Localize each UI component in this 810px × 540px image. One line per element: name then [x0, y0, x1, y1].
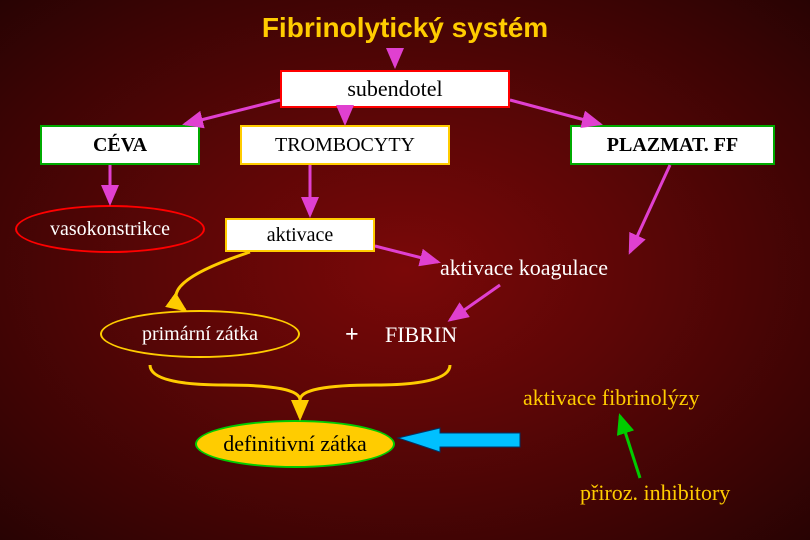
arrow-plazmat-akoag	[630, 165, 670, 252]
ellipse-primarni-zatka-label: primární zátka	[142, 323, 258, 346]
label-priroz-inhibitory: přiroz. inhibitory	[580, 480, 730, 506]
ellipse-definitivni-zatka-label: definitivní zátka	[223, 431, 367, 457]
ellipse-vasokonstrikce: vasokonstrikce	[15, 205, 205, 253]
arrow-akoag-fibrin	[450, 285, 500, 320]
box-aktivace: aktivace	[225, 218, 375, 252]
box-subendotel-label: subendotel	[347, 76, 442, 102]
ellipse-vasokonstrikce-label: vasokonstrikce	[50, 218, 170, 241]
ellipse-primarni-zatka: primární zátka	[100, 310, 300, 358]
arrow-afibro-definitivni	[398, 428, 520, 452]
label-plus: +	[345, 322, 359, 349]
arrow-priroz-afibro	[620, 416, 640, 478]
arrow-subendotel-plazmat	[510, 100, 600, 124]
box-trombocyty: TROMBOCYTY	[240, 125, 450, 165]
box-plazmat-label: PLAZMAT. FF	[607, 134, 738, 157]
box-subendotel: subendotel	[280, 70, 510, 108]
box-plazmat: PLAZMAT. FF	[570, 125, 775, 165]
label-aktivace-fibrinolyzy: aktivace fibrinolýzy	[523, 385, 700, 411]
box-aktivace-label: aktivace	[267, 224, 334, 247]
box-ceva: CÉVA	[40, 125, 200, 165]
box-trombocyty-label: TROMBOCYTY	[275, 134, 415, 157]
brace	[150, 365, 450, 400]
label-aktivace-koagulace: aktivace koagulace	[440, 255, 608, 281]
box-ceva-label: CÉVA	[93, 134, 147, 157]
page-title: Fibrinolytický systém	[0, 0, 810, 44]
arrow-aktivace-akoag	[375, 246, 438, 262]
arrow-aktivace-primarni	[176, 252, 250, 310]
arrow-subendotel-ceva	[185, 100, 280, 124]
ellipse-definitivni-zatka: definitivní zátka	[195, 420, 395, 468]
label-fibrin: FIBRIN	[385, 322, 457, 348]
